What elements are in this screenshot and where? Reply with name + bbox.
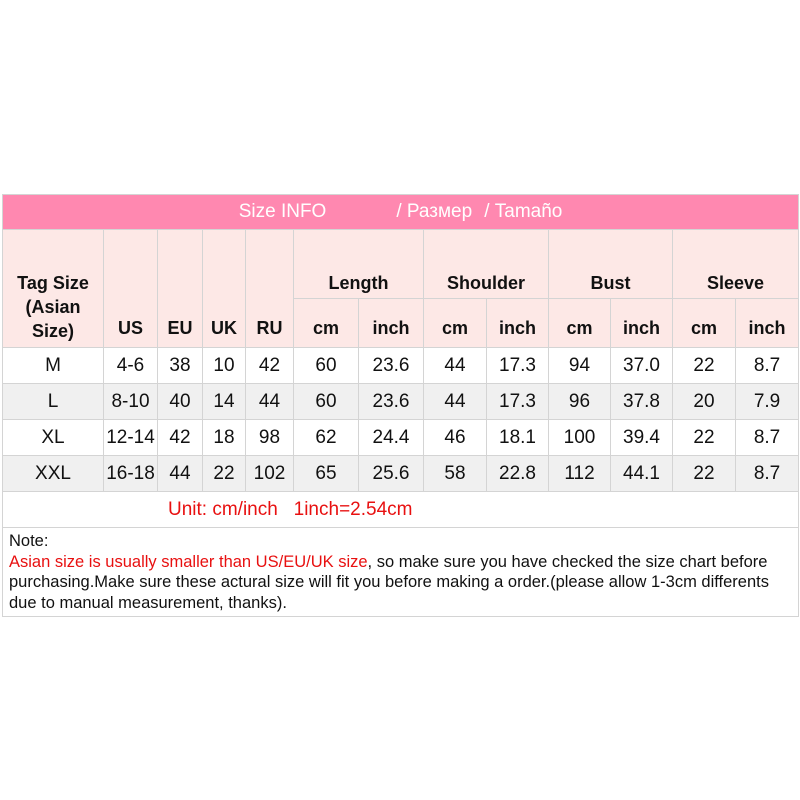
table-cell: 65 [293,455,359,492]
table-cell: 44 [245,383,294,420]
table-cell: 23.6 [358,347,424,384]
table-cell: 96 [548,383,611,420]
header-tag-size: Tag Size (Asian Size) [2,229,104,348]
table-cell: 22 [672,347,736,384]
table-cell: 7.9 [734,383,800,420]
header-cm: cm [672,298,736,348]
header-sleeve: Sleeve [671,229,800,299]
table-cell: 8.7 [734,347,800,384]
size-table: Size INFO / Размер / Tamaño Tag Size (Asia… [1,194,800,617]
note-highlight: Asian size is usually smaller than US/EU… [9,552,368,571]
table-cell: 22 [672,419,736,456]
table-cell: 18 [202,419,246,456]
header-cm: cm [423,298,487,348]
header-eu: EU [157,229,203,348]
note-label: Note: [9,532,49,550]
table-cell: 38 [157,347,203,384]
header-inch: inch [486,298,549,348]
table-cell: XXL [2,455,104,492]
table-cell: 37.8 [610,383,673,420]
table-cell: 17.3 [486,347,549,384]
table-cell: M [2,347,104,384]
table-cell: 112 [548,455,611,492]
table-row: XXL 16-18 44 22 102 65 25.6 58 22.8 112 44.1 22 8.7 [2,455,800,492]
table-cell: L [2,383,104,420]
table-row: M 4-6 38 10 42 60 23.6 44 17.3 94 37.0 22 8.7 [2,347,800,384]
header-inch: inch [734,298,800,348]
table-cell: 22 [202,455,246,492]
table-cell: 4-6 [103,347,158,384]
table-cell: 14 [202,383,246,420]
table-cell: 18.1 [486,419,549,456]
table-cell: 23.6 [358,383,424,420]
table-cell: 16-18 [103,455,158,492]
table-cell: 8-10 [103,383,158,420]
table-cell: 8.7 [734,419,800,456]
table-cell: 58 [423,455,487,492]
table-cell: 25.6 [358,455,424,492]
table-cell: 102 [245,455,294,492]
table-cell: 100 [548,419,611,456]
table-cell: XL [2,419,104,456]
table-row: L 8-10 40 14 44 60 23.6 44 17.3 96 37.8 20 7.9 [2,383,800,420]
table-cell: 10 [202,347,246,384]
table-cell: 44.1 [610,455,673,492]
table-row: XL 12-14 42 18 98 62 24.4 46 18.1 100 39.4 22 8.7 [2,419,800,456]
note: Note: Asian size is usually smaller than … [1,527,800,617]
header-cm: cm [548,298,611,348]
table-cell: 94 [548,347,611,384]
table-cell: 39.4 [610,419,673,456]
note-text: , so make sure you have checked the size… [9,552,769,612]
table-cell: 42 [245,347,294,384]
table-cell: 44 [157,455,203,492]
table-cell: 12-14 [103,419,158,456]
table-cell: 42 [157,419,203,456]
header-ru: RU [245,229,294,348]
table-cell: 22.8 [486,455,549,492]
table-cell: 24.4 [358,419,424,456]
header-cm: cm [293,298,359,348]
table-cell: 20 [672,383,736,420]
header-inch: inch [610,298,673,348]
header-inch: inch [358,298,424,348]
header-uk: UK [202,229,246,348]
header-shoulder: Shoulder [423,229,549,299]
table-cell: 62 [293,419,359,456]
table-cell: 40 [157,383,203,420]
table-cell: 44 [423,347,487,384]
table-cell: 17.3 [486,383,549,420]
table-cell: 8.7 [734,455,800,492]
size-chart: Size INFO / Размер / Tamaño Tag Size (Asia… [1,194,800,617]
header-bust: Bust [548,229,673,299]
table-title: Size INFO / Размер / Tamaño [1,194,800,230]
table-cell: 60 [293,383,359,420]
table-cell: 60 [293,347,359,384]
table-cell: 46 [423,419,487,456]
header-us: US [103,229,158,348]
table-cell: 37.0 [610,347,673,384]
header-length: Length [293,229,424,299]
unit-note: Unit: cm/inch 1inch=2.54cm [1,491,800,528]
table-cell: 22 [672,455,736,492]
table-cell: 98 [245,419,294,456]
table-cell: 44 [423,383,487,420]
